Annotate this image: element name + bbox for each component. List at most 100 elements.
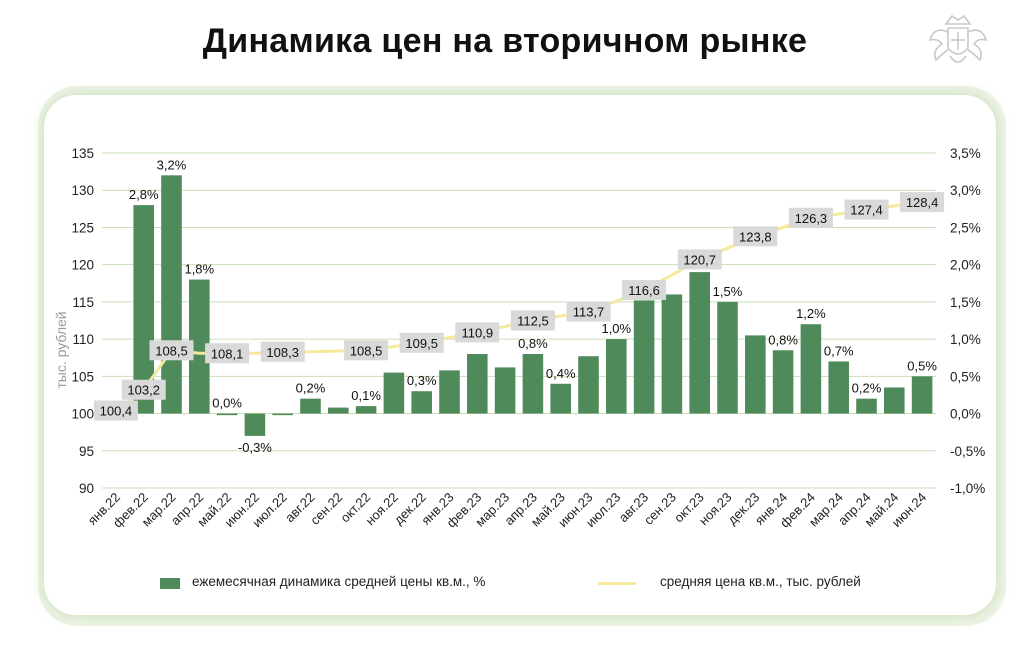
bar [494, 367, 516, 414]
right-tick-label: 0,0% [950, 407, 981, 422]
line-value-label: 126,3 [795, 211, 828, 226]
bar-value-label: 1,0% [601, 321, 631, 336]
right-tick-label: 2,0% [950, 258, 981, 273]
line-value-label: 116,6 [628, 283, 660, 298]
line-label-box [510, 310, 555, 331]
bar [272, 413, 293, 416]
left-tick-label: 130 [71, 183, 94, 198]
category-label: сен.22 [307, 490, 345, 528]
bar-value-label: 0,5% [907, 358, 937, 373]
bar [383, 372, 405, 414]
line-value-label: 112,5 [517, 314, 549, 329]
line-label-box [93, 400, 138, 421]
right-tick-label: 3,0% [950, 183, 981, 198]
bar-value-label: 0,0% [212, 396, 242, 411]
line-label-box [844, 199, 889, 220]
bar [411, 391, 432, 414]
left-axis-label: тыс. рублей [53, 311, 69, 388]
bar [467, 354, 488, 414]
line-label-box [622, 279, 667, 300]
category-label: сен.23 [641, 490, 679, 528]
bar [244, 413, 266, 436]
line-value-label: 127,4 [850, 203, 883, 218]
bar [189, 279, 210, 414]
bar [856, 398, 877, 414]
bar [216, 413, 238, 416]
bar-value-label: 0,2% [296, 381, 326, 396]
legend-label-line: средняя цена кв.м., тыс. рублей [660, 574, 861, 589]
line-value-label: 100,4 [100, 404, 133, 419]
line-label-box [260, 341, 305, 362]
coat-of-arms-icon [928, 14, 988, 63]
left-tick-label: 105 [71, 369, 94, 384]
bar [633, 300, 655, 414]
bar-value-label: 0,2% [852, 381, 882, 396]
bar-value-label: 1,5% [713, 284, 743, 299]
left-tick-label: 115 [72, 295, 94, 310]
right-tick-label: 3,5% [950, 146, 981, 161]
bar-value-label: 2,8% [129, 187, 159, 202]
page-title: Динамика цен на вторичном рынке [202, 22, 808, 60]
bar [717, 301, 738, 414]
bar [661, 294, 683, 414]
line-value-label: 108,1 [211, 346, 244, 361]
line-label-box [900, 192, 945, 213]
bar [606, 339, 627, 414]
bar [522, 354, 544, 414]
bar-value-label: 1,2% [796, 306, 826, 321]
left-tick-label: 110 [72, 332, 94, 347]
line-label-box [149, 340, 194, 361]
left-tick-label: 100 [71, 407, 94, 422]
line-label-box [455, 322, 500, 343]
legend-swatch-line [598, 582, 636, 585]
bar-value-label: 3,2% [157, 157, 187, 172]
line-value-label: 108,5 [155, 343, 188, 358]
bar [300, 398, 321, 414]
line-label-box [733, 226, 778, 247]
left-tick-label: 95 [79, 444, 94, 459]
left-tick-label: 90 [79, 481, 94, 496]
bar [911, 376, 933, 414]
line-label-box [788, 207, 833, 228]
bar [328, 407, 349, 414]
right-tick-label: -0,5% [950, 444, 985, 459]
bar-value-label: 1,8% [184, 262, 214, 277]
line-label-box [399, 332, 444, 353]
bar-value-label: 0,4% [546, 366, 576, 381]
line-value-label: 113,7 [573, 305, 605, 320]
line-label-box [344, 340, 389, 361]
line-label-box [121, 379, 166, 400]
line-value-label: 103,2 [127, 383, 160, 398]
bar [578, 356, 599, 414]
bar-value-label: 0,7% [824, 343, 854, 358]
bar [161, 175, 182, 414]
legend-swatch-bars [160, 578, 180, 589]
bar-value-label: 0,8% [768, 332, 798, 347]
right-tick-label: 1,0% [950, 332, 981, 347]
bar-value-label: -0,3% [238, 440, 272, 455]
right-tick-label: -1,0% [950, 481, 985, 496]
left-tick-label: 120 [71, 258, 94, 273]
line-label-box [566, 301, 611, 322]
line-label-box [677, 249, 722, 270]
bar [772, 350, 794, 414]
bar [133, 205, 154, 414]
line-label-box [205, 343, 250, 364]
bar [439, 370, 460, 414]
legend-label-bars: ежемесячная динамика средней цены кв.м.,… [192, 574, 486, 589]
bar [745, 335, 766, 414]
bar [355, 406, 377, 414]
left-tick-label: 135 [71, 146, 94, 161]
left-tick-label: 125 [71, 220, 94, 235]
line-value-label: 123,8 [739, 229, 772, 244]
bar [800, 324, 822, 414]
bar-value-label: 0,3% [407, 373, 437, 388]
right-tick-label: 0,5% [950, 369, 981, 384]
bar-value-label: 0,8% [518, 336, 548, 351]
line-value-label: 120,7 [683, 252, 716, 267]
bar [550, 383, 571, 414]
line-value-label: 108,3 [266, 345, 299, 360]
right-tick-label: 2,5% [950, 220, 981, 235]
line-value-label: 110,9 [462, 325, 494, 340]
